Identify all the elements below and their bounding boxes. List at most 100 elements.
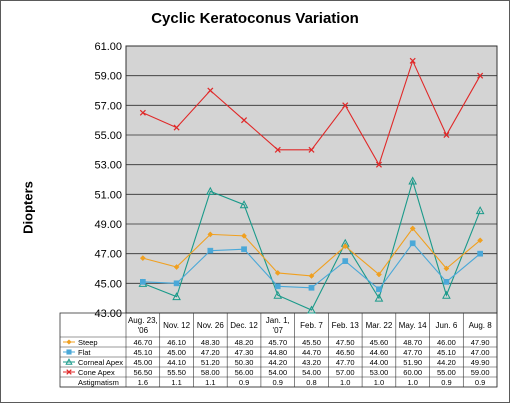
data-label-steep: 45.50: [302, 338, 321, 347]
data-point-cone-apex: [308, 146, 315, 153]
data-point-flat: [409, 240, 416, 247]
chart-title: Cyclic Keratoconus Variation: [151, 10, 359, 27]
data-label-cone-apex: 54.00: [268, 368, 287, 377]
y-tick-label: 45.00: [94, 278, 122, 290]
data-label-flat: 44.80: [268, 348, 287, 357]
data-point-flat: [140, 279, 146, 285]
data-label-astigmatism: 0.9: [475, 378, 485, 387]
series-line-corneal-apex: [142, 179, 481, 311]
data-label-corneal-apex: 44.20: [437, 358, 456, 367]
legend-key-marker-corneal-apex: [65, 358, 73, 365]
data-label-steep: 47.50: [336, 338, 355, 347]
x-tick-label: Nov. 12: [163, 321, 191, 330]
data-point-corneal-apex: [442, 290, 451, 299]
data-label-corneal-apex: 50.30: [235, 358, 254, 367]
data-point-cone-apex: [477, 72, 484, 79]
data-label-corneal-apex: 44.20: [268, 358, 287, 367]
data-label-cone-apex: 59.00: [471, 368, 490, 377]
legend-label-steep: Steep: [78, 338, 98, 347]
x-tick-label: Jun. 6: [436, 321, 458, 330]
data-label-steep: 46.10: [167, 338, 186, 347]
data-point-corneal-apex: [307, 305, 316, 314]
data-label-corneal-apex: 45.00: [133, 358, 152, 367]
data-label-corneal-apex: 51.20: [201, 358, 220, 367]
data-label-flat: 45.10: [437, 348, 456, 357]
data-label-flat: 47.30: [235, 348, 254, 357]
data-label-corneal-apex: 44.00: [370, 358, 389, 367]
y-tick-label: 55.00: [94, 130, 122, 142]
data-point-cone-apex: [241, 117, 248, 124]
x-tick-label: Aug. 8: [469, 321, 493, 330]
data-point-corneal-apex: [273, 290, 283, 299]
x-tick-label: May. 14: [399, 321, 427, 330]
data-label-cone-apex: 58.00: [201, 368, 220, 377]
data-point-cone-apex: [409, 57, 416, 64]
data-label-steep: 46.00: [437, 338, 456, 347]
data-point-cone-apex: [342, 102, 349, 109]
data-point-cone-apex: [173, 124, 180, 131]
data-point-flat: [241, 246, 247, 253]
data-label-steep: 48.20: [235, 338, 254, 347]
data-point-corneal-apex: [172, 292, 181, 301]
data-point-steep: [376, 271, 382, 278]
data-point-steep: [173, 264, 180, 270]
data-point-cone-apex: [274, 146, 281, 153]
data-label-flat: 45.00: [167, 348, 186, 357]
data-point-corneal-apex: [374, 293, 384, 302]
data-label-astigmatism: 0.9: [273, 378, 283, 387]
x-tick-label: Nov. 26: [197, 321, 225, 330]
data-label-astigmatism: 1.1: [171, 378, 181, 387]
x-tick-label: Jan. 1,: [266, 316, 290, 325]
data-point-cone-apex: [375, 161, 382, 168]
data-point-flat: [274, 283, 281, 290]
data-label-flat: 44.60: [370, 348, 389, 357]
data-label-corneal-apex: 51.90: [403, 358, 422, 367]
data-point-cone-apex: [207, 87, 214, 94]
data-label-steep: 47.90: [471, 338, 490, 347]
data-label-astigmatism: 1.0: [340, 378, 350, 387]
data-point-steep: [308, 272, 315, 279]
x-tick-label: Feb. 7: [300, 321, 323, 330]
legend-key-marker-flat: [66, 349, 72, 355]
legend-label-corneal-apex: Corneal Apex: [78, 358, 123, 367]
data-point-cone-apex: [139, 109, 146, 116]
data-label-cone-apex: 56.00: [235, 368, 254, 377]
data-label-flat: 47.20: [201, 348, 220, 357]
data-point-flat: [207, 247, 214, 254]
data-point-corneal-apex: [475, 206, 485, 215]
x-tick-label: Aug. 23,: [128, 316, 158, 325]
x-tick-label: Dec. 12: [230, 321, 258, 330]
legend-key-marker-cone-apex: [66, 369, 72, 375]
row-label-astigmatism: Astigmatism: [78, 378, 119, 387]
plot-area: [125, 45, 498, 314]
data-point-cone-apex: [443, 131, 450, 139]
y-tick-label: 59.00: [94, 71, 122, 83]
data-point-corneal-apex: [239, 200, 249, 209]
y-tick-label: 49.00: [94, 219, 122, 231]
data-label-astigmatism: 1.0: [374, 378, 384, 387]
data-point-steep: [477, 237, 484, 244]
data-label-cone-apex: 60.00: [403, 368, 422, 377]
data-point-steep: [241, 232, 247, 239]
data-label-steep: 46.70: [133, 338, 152, 347]
data-label-steep: 48.30: [201, 338, 220, 347]
x-tick-label: Mar. 22: [366, 321, 393, 330]
data-label-steep: 48.70: [403, 338, 422, 347]
data-point-flat: [342, 258, 349, 264]
data-label-astigmatism: 1.6: [138, 378, 148, 387]
data-point-corneal-apex: [408, 176, 418, 185]
data-label-steep: 45.60: [370, 338, 389, 347]
data-label-cone-apex: 54.00: [302, 368, 321, 377]
data-point-flat: [477, 250, 483, 257]
data-label-astigmatism: 0.8: [306, 378, 316, 387]
data-label-astigmatism: 0.9: [239, 378, 249, 387]
legend-label-flat: Flat: [78, 348, 91, 357]
data-point-flat: [173, 280, 180, 287]
y-tick-label: 51.00: [94, 189, 122, 201]
x-tick-label: Feb. 13: [332, 321, 360, 330]
y-tick-label: 43.00: [94, 308, 122, 320]
data-label-corneal-apex: 47.70: [336, 358, 355, 367]
data-point-corneal-apex: [205, 186, 215, 195]
data-point-steep: [274, 269, 281, 276]
data-label-astigmatism: 1.1: [205, 378, 215, 387]
